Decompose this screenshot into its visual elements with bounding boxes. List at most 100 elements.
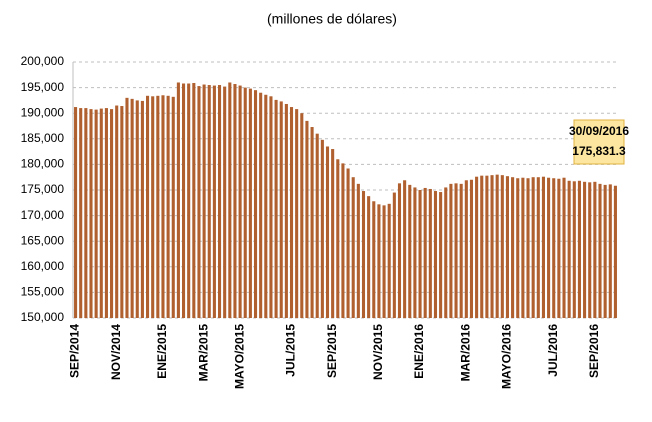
y-tick-label: 160,000 — [21, 259, 65, 273]
bar — [418, 190, 422, 318]
bar — [197, 86, 201, 319]
bar — [300, 113, 304, 318]
bar — [74, 107, 78, 318]
bar — [454, 183, 458, 318]
bar — [233, 84, 237, 319]
bar — [202, 84, 206, 318]
bar — [346, 168, 350, 318]
bar — [310, 127, 314, 318]
bar — [161, 95, 165, 318]
bar — [567, 180, 571, 318]
x-tick-label: NOV/2015 — [371, 324, 385, 380]
bar — [130, 98, 134, 318]
bar — [115, 105, 119, 319]
bar — [588, 182, 592, 318]
bar — [475, 176, 479, 318]
bar — [325, 146, 330, 318]
bar — [253, 90, 258, 318]
bar — [526, 178, 530, 318]
x-tick-label: SEP/2015 — [325, 324, 339, 378]
x-tick-label: MAYO/2016 — [500, 324, 514, 389]
bar — [104, 108, 108, 318]
bar — [166, 95, 170, 319]
y-tick-label: 165,000 — [21, 233, 65, 247]
bar — [192, 82, 196, 318]
bar — [485, 175, 489, 318]
bar — [217, 85, 222, 318]
bar — [320, 139, 324, 318]
bar — [541, 176, 545, 318]
bar — [593, 181, 597, 318]
bar — [228, 82, 232, 318]
bar — [403, 180, 407, 318]
bar — [248, 88, 252, 319]
bar — [79, 108, 83, 318]
y-tick-label: 170,000 — [21, 208, 65, 222]
bar — [243, 87, 247, 318]
bar — [151, 96, 155, 318]
x-tick-label: ENE/2016 — [412, 324, 426, 379]
bar — [469, 179, 474, 318]
bar — [608, 184, 612, 318]
bar — [279, 101, 283, 318]
bar — [331, 149, 335, 318]
bar — [392, 192, 396, 318]
bar — [274, 99, 278, 318]
bar — [94, 109, 98, 318]
bar — [120, 106, 124, 318]
bar — [99, 108, 103, 318]
x-tick-label: MAR/2015 — [196, 324, 210, 382]
bar — [182, 83, 186, 318]
annotation: 30/09/2016 175,831.3 — [569, 119, 629, 165]
bar — [89, 109, 93, 318]
x-tick-label: JUL/2016 — [546, 324, 560, 377]
bar — [259, 92, 263, 318]
bar — [305, 120, 309, 318]
bar — [577, 180, 581, 318]
bar — [444, 187, 448, 318]
bar — [464, 180, 468, 318]
y-tick-label: 195,000 — [21, 80, 65, 94]
bar — [583, 181, 587, 318]
x-tick-label: SEP/2014 — [68, 324, 82, 378]
bar — [495, 174, 499, 318]
bar — [223, 86, 227, 319]
bar — [367, 196, 371, 318]
bar — [490, 175, 494, 318]
bar — [572, 181, 576, 318]
bar — [423, 187, 427, 318]
x-tick-label: ENE/2015 — [155, 324, 169, 379]
x-tick-label: MAR/2016 — [458, 324, 472, 382]
bar — [156, 95, 160, 319]
y-tick-label: 190,000 — [21, 105, 65, 119]
bar — [295, 109, 299, 318]
bar — [377, 204, 381, 318]
bar — [110, 109, 114, 318]
bar — [264, 94, 268, 318]
bar — [433, 191, 438, 318]
bar — [341, 163, 345, 318]
y-tick-label: 150,000 — [21, 310, 65, 324]
bar — [562, 177, 566, 318]
bar — [284, 103, 288, 318]
bar — [408, 184, 412, 318]
bar — [459, 183, 463, 318]
bar — [387, 203, 391, 318]
bar — [598, 183, 602, 318]
y-tick-label: 180,000 — [21, 157, 65, 171]
y-tick-label: 155,000 — [21, 285, 65, 299]
y-tick-label: 185,000 — [21, 131, 65, 145]
y-tick-label: 175,000 — [21, 182, 65, 196]
bar — [212, 85, 216, 318]
bar — [289, 107, 294, 318]
bar — [351, 177, 355, 318]
bar — [372, 201, 376, 318]
annotation-box — [573, 119, 625, 165]
bar — [521, 177, 525, 318]
bar — [613, 185, 617, 318]
bar — [84, 108, 88, 318]
bar — [336, 159, 340, 318]
bar — [531, 177, 535, 318]
x-tick-label: SEP/2016 — [587, 324, 601, 378]
